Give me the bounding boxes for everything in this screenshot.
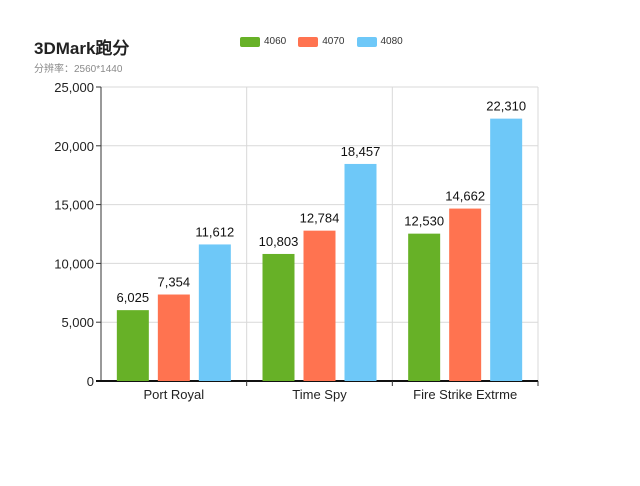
data-label-4080-0: 11,612 (195, 224, 234, 239)
chart-subtitle: 分辨率：2560*1440 (34, 64, 123, 75)
data-label-4060-1: 10,803 (259, 234, 299, 249)
chart-legend: 4060 4070 4080 (240, 36, 403, 47)
bar-4080-1 (344, 163, 377, 381)
legend-label-4070: 4070 (322, 36, 345, 47)
category-label-1: Time Spy (292, 387, 347, 402)
legend-swatch-4070 (298, 36, 319, 47)
legend-swatch-4080 (356, 36, 377, 47)
chart-title: 3DMark跑分 (34, 39, 130, 58)
bar-4060-1 (262, 253, 295, 381)
bar-4080-0 (198, 244, 231, 381)
data-label-4080-2: 22,310 (486, 99, 526, 114)
bar-4070-1 (303, 230, 336, 381)
legend-swatch-4060 (240, 36, 260, 47)
ytick-label-3: 15,000 (54, 198, 94, 213)
legend-item-4060[interactable]: 4060 (240, 36, 286, 47)
category-label-0: Port Royal (143, 387, 204, 402)
data-label-4070-1: 12,784 (300, 211, 340, 226)
bar-4060-0 (116, 310, 149, 381)
bar-4060-2 (408, 233, 441, 381)
data-label-4080-1: 18,457 (341, 144, 381, 159)
legend-item-4080[interactable]: 4080 (356, 36, 403, 47)
ytick-label-1: 5,000 (61, 315, 94, 330)
data-label-4060-2: 12,530 (404, 214, 444, 229)
data-label-4070-0: 7,354 (158, 275, 191, 290)
legend-label-4060: 4060 (264, 36, 287, 47)
bar-4080-2 (490, 118, 523, 381)
ytick-label-4: 20,000 (54, 139, 94, 154)
legend-item-4070[interactable]: 4070 (298, 36, 345, 47)
ytick-label-2: 10,000 (54, 256, 94, 271)
category-label-2: Fire Strike Extrme (413, 387, 517, 402)
data-label-4070-2: 14,662 (445, 189, 485, 204)
ytick-label-0: 0 (87, 374, 94, 389)
bar-4070-0 (157, 294, 190, 381)
ytick-label-5: 25,000 (54, 80, 94, 95)
data-label-4060-0: 6,025 (117, 290, 150, 305)
legend-label-4080: 4080 (380, 36, 403, 47)
bar-4070-2 (449, 208, 482, 381)
